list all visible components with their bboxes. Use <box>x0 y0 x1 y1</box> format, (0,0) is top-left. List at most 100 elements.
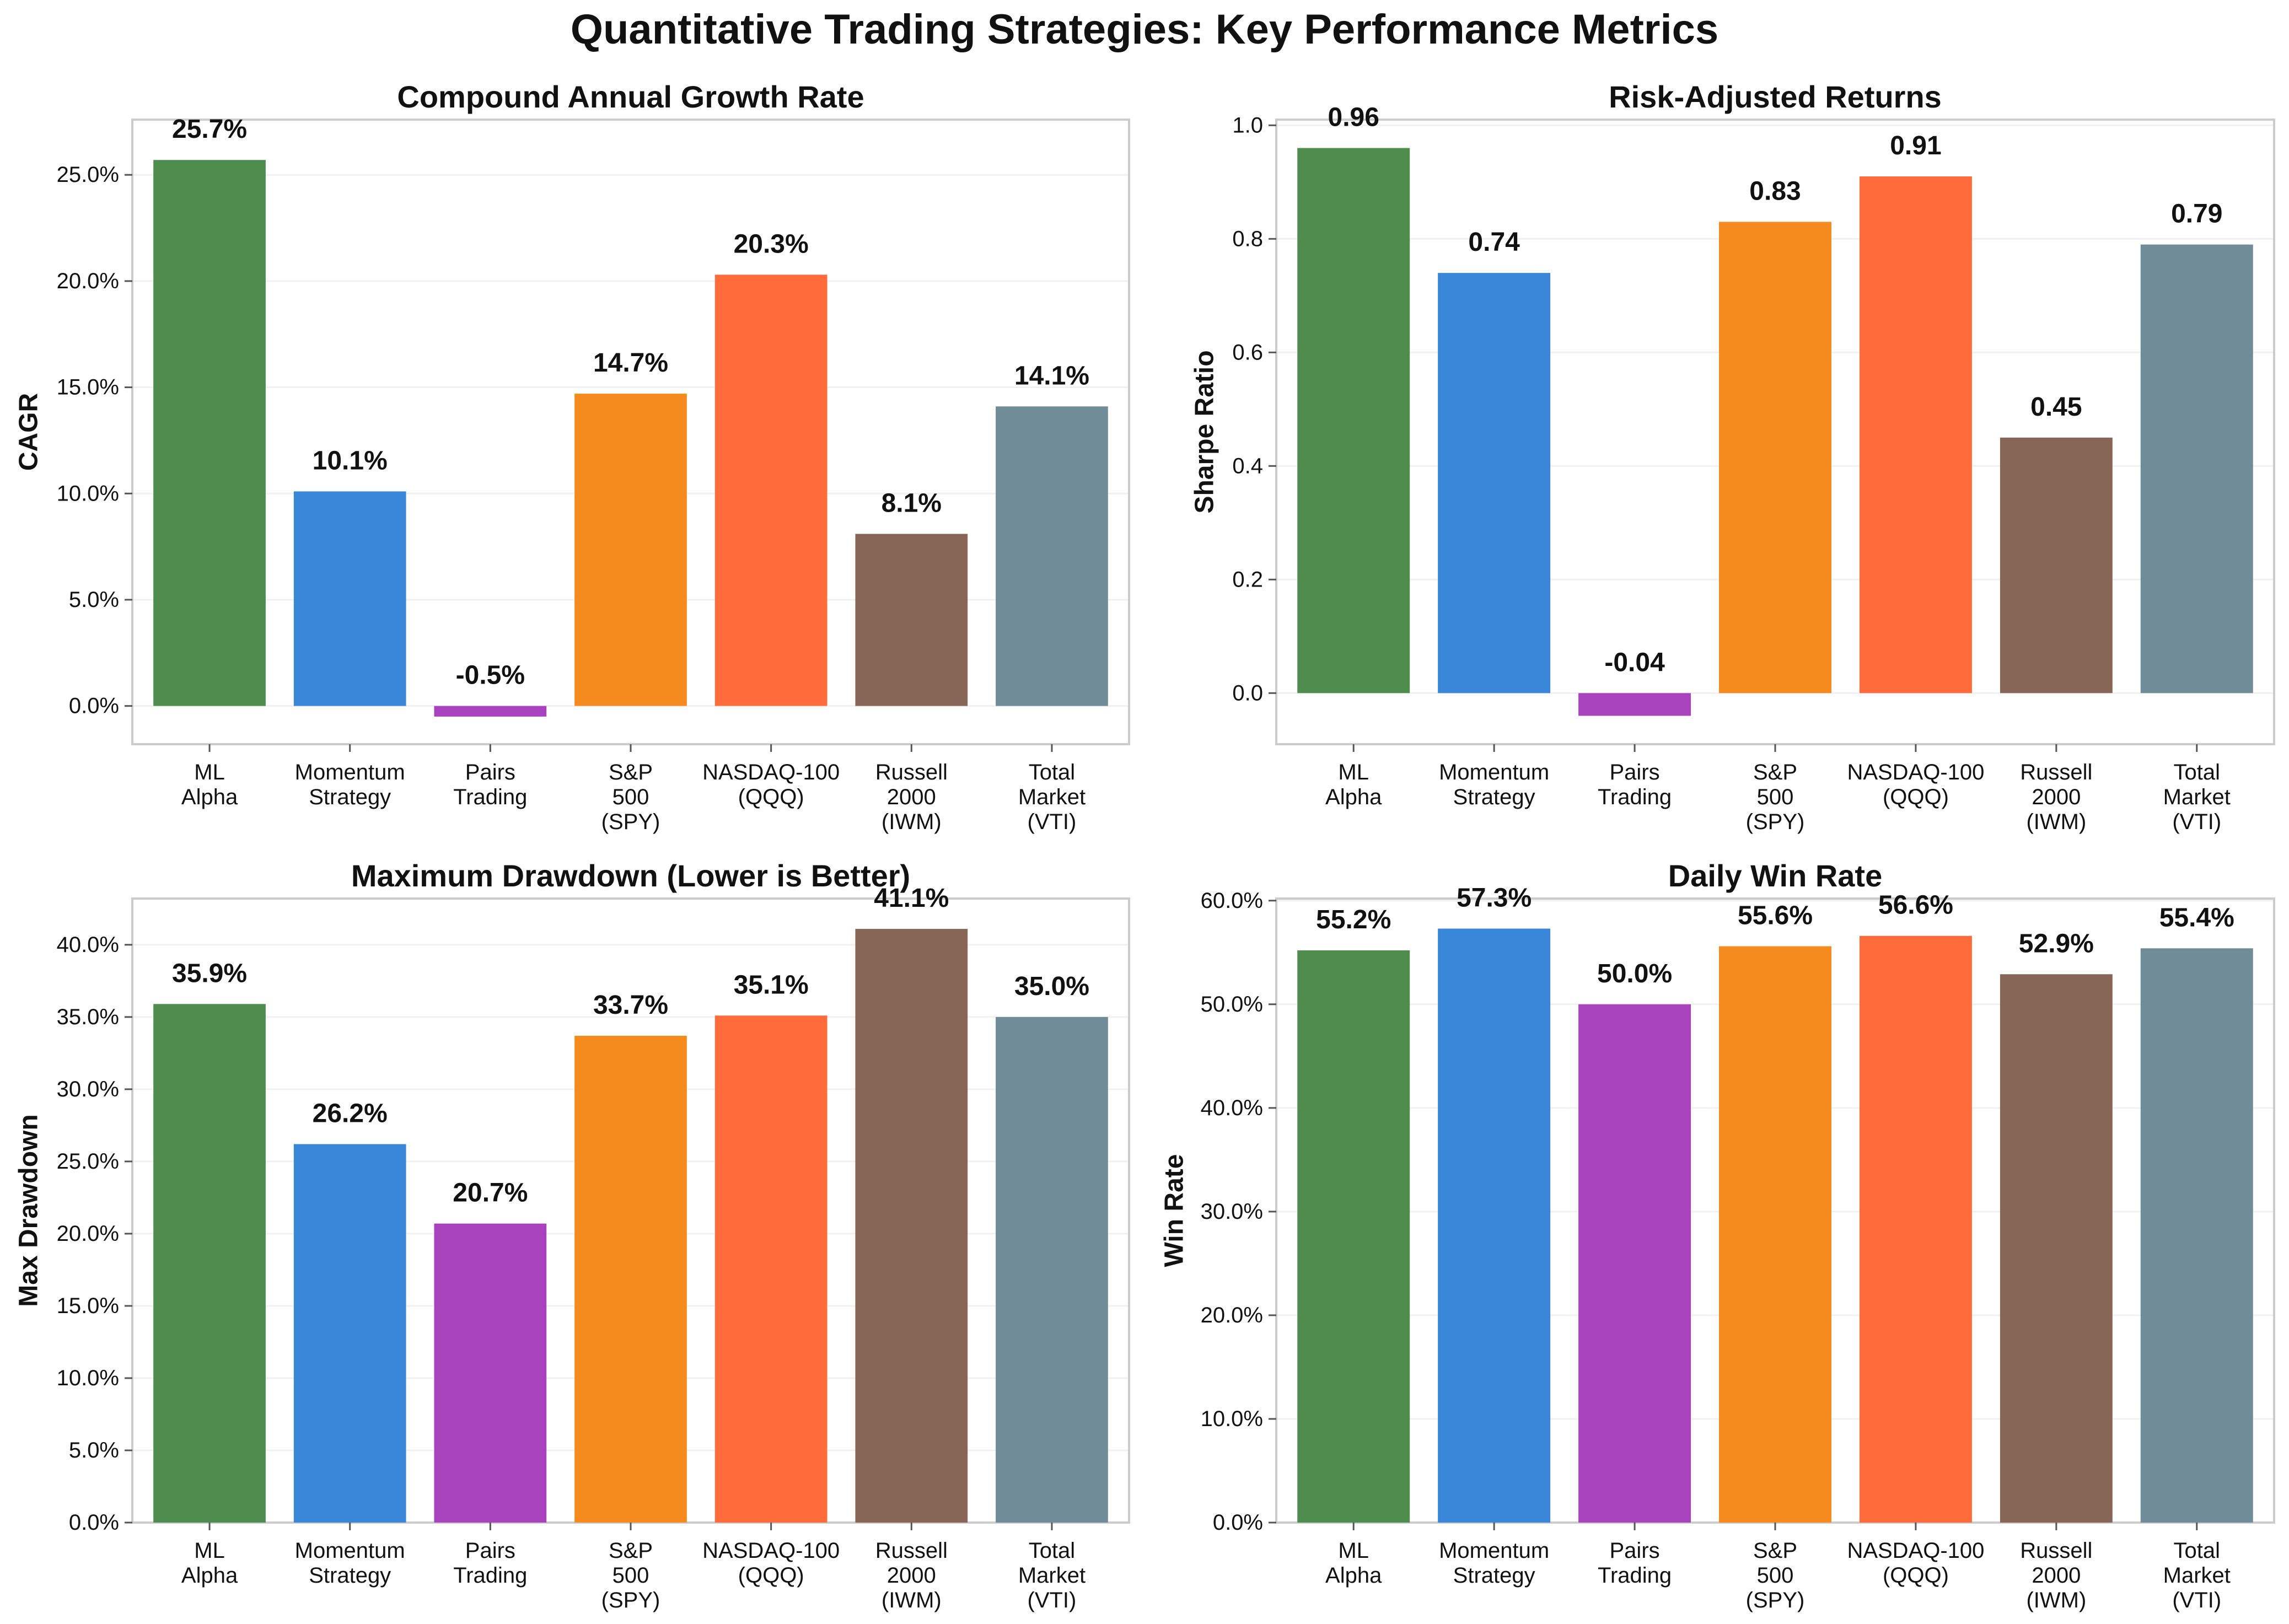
value-label: 52.9% <box>2019 929 2094 958</box>
y-tick-label: 60.0% <box>1201 889 1263 913</box>
bar <box>1578 693 1691 716</box>
category-label-line: Russell <box>875 760 948 784</box>
category-label-line: Alpha <box>1325 1563 1382 1588</box>
category-label-line: (IWM) <box>882 810 942 834</box>
bar <box>1438 273 1551 693</box>
category-label-line: Strategy <box>309 785 391 809</box>
category-label-line: Trading <box>453 1563 527 1588</box>
bar <box>1719 222 1831 693</box>
category-label-line: 500 <box>1757 1563 1794 1588</box>
value-label: 35.9% <box>172 959 247 988</box>
value-label: 35.0% <box>1014 972 1089 1001</box>
y-tick-label: 5.0% <box>69 588 119 612</box>
category-label-line: Momentum <box>1439 760 1549 784</box>
bar <box>574 1035 687 1523</box>
value-label: 41.1% <box>874 884 949 913</box>
category-label: Pairs Trading <box>1598 1539 1672 1588</box>
category-label-line: (QQQ) <box>738 1563 804 1588</box>
value-label: 33.7% <box>593 991 668 1020</box>
bar <box>293 491 406 706</box>
y-tick-label: 0.0 <box>1232 681 1263 705</box>
value-label: 0.91 <box>1890 131 1941 160</box>
y-tick-label: 20.0% <box>57 1222 119 1246</box>
category-label: ML Alpha <box>181 1539 238 1588</box>
category-label: NASDAQ-100 (QQQ) <box>1847 760 1984 809</box>
bar <box>1438 928 1551 1523</box>
category-label: Total Market (VTI) <box>2163 760 2231 834</box>
category-label: NASDAQ-100 (QQQ) <box>702 760 840 809</box>
category-label-line: 500 <box>1757 785 1794 809</box>
y-tick-label: 10.0% <box>1201 1407 1263 1431</box>
category-label-line: NASDAQ-100 <box>702 760 840 784</box>
y-tick-label: 5.0% <box>69 1438 119 1462</box>
y-tick-label: 10.0% <box>57 481 119 506</box>
category-label: S&P 500 (SPY) <box>1746 760 1805 834</box>
y-tick-label: 30.0% <box>57 1077 119 1101</box>
category-label-line: Alpha <box>1325 785 1382 809</box>
category-label: Pairs Trading <box>1598 760 1672 809</box>
category-label-line: (SPY) <box>601 1588 660 1612</box>
category-label-line: (VTI) <box>2172 810 2221 834</box>
chart-title: Maximum Drawdown (Lower is Better) <box>351 858 910 893</box>
chart-panel-1: Compound Annual Growth Rate CAGR 0.0% 5.0% 1… <box>14 79 1130 834</box>
category-label-line: Strategy <box>1453 785 1535 809</box>
category-label-line: (VTI) <box>1028 810 1077 834</box>
category-label-line: Market <box>2163 785 2231 809</box>
category-label: Momentum Strategy <box>1439 760 1549 809</box>
y-tick-label: 40.0% <box>1201 1096 1263 1120</box>
category-label-line: (QQQ) <box>738 785 804 809</box>
value-label: 20.7% <box>453 1179 528 1208</box>
category-label-line: Market <box>1018 1563 1086 1588</box>
category-label-line: 2000 <box>2032 785 2081 809</box>
category-label-line: Russell <box>875 1539 948 1563</box>
bar <box>996 1017 1108 1523</box>
category-label-line: Momentum <box>295 760 405 784</box>
bar <box>1578 1004 1691 1523</box>
chart-panel-4: Daily Win Rate Win Rate 0.0% 10.0% 20.0% 30.0… <box>1160 858 2275 1612</box>
category-label: Russell 2000 (IWM) <box>2020 1539 2092 1612</box>
category-label-line: Momentum <box>1439 1539 1549 1563</box>
value-label: 0.79 <box>2171 200 2222 229</box>
value-label: -0.5% <box>456 661 525 690</box>
y-tick-label: 40.0% <box>57 933 119 957</box>
value-label: 10.1% <box>313 446 388 475</box>
value-label: 35.1% <box>734 970 809 999</box>
bar <box>293 1144 406 1523</box>
category-label-line: Strategy <box>309 1563 391 1588</box>
category-label-line: ML <box>194 760 225 784</box>
bar <box>1297 950 1410 1523</box>
category-label: ML Alpha <box>1325 1539 1382 1588</box>
bar <box>2000 974 2113 1523</box>
bar <box>2140 244 2253 693</box>
y-axis-label: Win Rate <box>1160 1154 1189 1267</box>
value-label: 55.2% <box>1316 905 1391 934</box>
chart-title: Daily Win Rate <box>1668 858 1882 893</box>
bar <box>153 1004 266 1523</box>
chart-title: Risk-Adjusted Returns <box>1609 79 1942 114</box>
category-label-line: Trading <box>453 785 527 809</box>
value-label: 50.0% <box>1597 959 1672 988</box>
y-tick-label: 35.0% <box>57 1005 119 1029</box>
y-axis-label: Max Drawdown <box>14 1114 44 1306</box>
value-label: 55.6% <box>1738 901 1813 930</box>
bar <box>1719 946 1831 1523</box>
y-axis-label: CAGR <box>14 393 44 471</box>
category-label: Momentum Strategy <box>295 1539 405 1588</box>
category-label-line: Trading <box>1598 785 1672 809</box>
y-tick-label: 0.6 <box>1232 340 1263 364</box>
chart-title: Compound Annual Growth Rate <box>397 79 864 114</box>
category-label-line: 2000 <box>887 1563 936 1588</box>
value-label: 0.83 <box>1749 176 1801 206</box>
y-tick-label: 0.0% <box>69 1510 119 1535</box>
category-label-line: Pairs <box>465 760 515 784</box>
value-label: 0.96 <box>1328 103 1379 132</box>
category-label: Total Market (VTI) <box>1018 1539 1086 1612</box>
category-label-line: S&P <box>1753 760 1797 784</box>
bar <box>1859 176 1972 693</box>
category-label: S&P 500 (SPY) <box>1746 1539 1805 1612</box>
bar <box>2140 948 2253 1523</box>
bar <box>434 706 547 717</box>
category-label-line: 500 <box>612 785 649 809</box>
category-label-line: 2000 <box>2032 1563 2081 1588</box>
